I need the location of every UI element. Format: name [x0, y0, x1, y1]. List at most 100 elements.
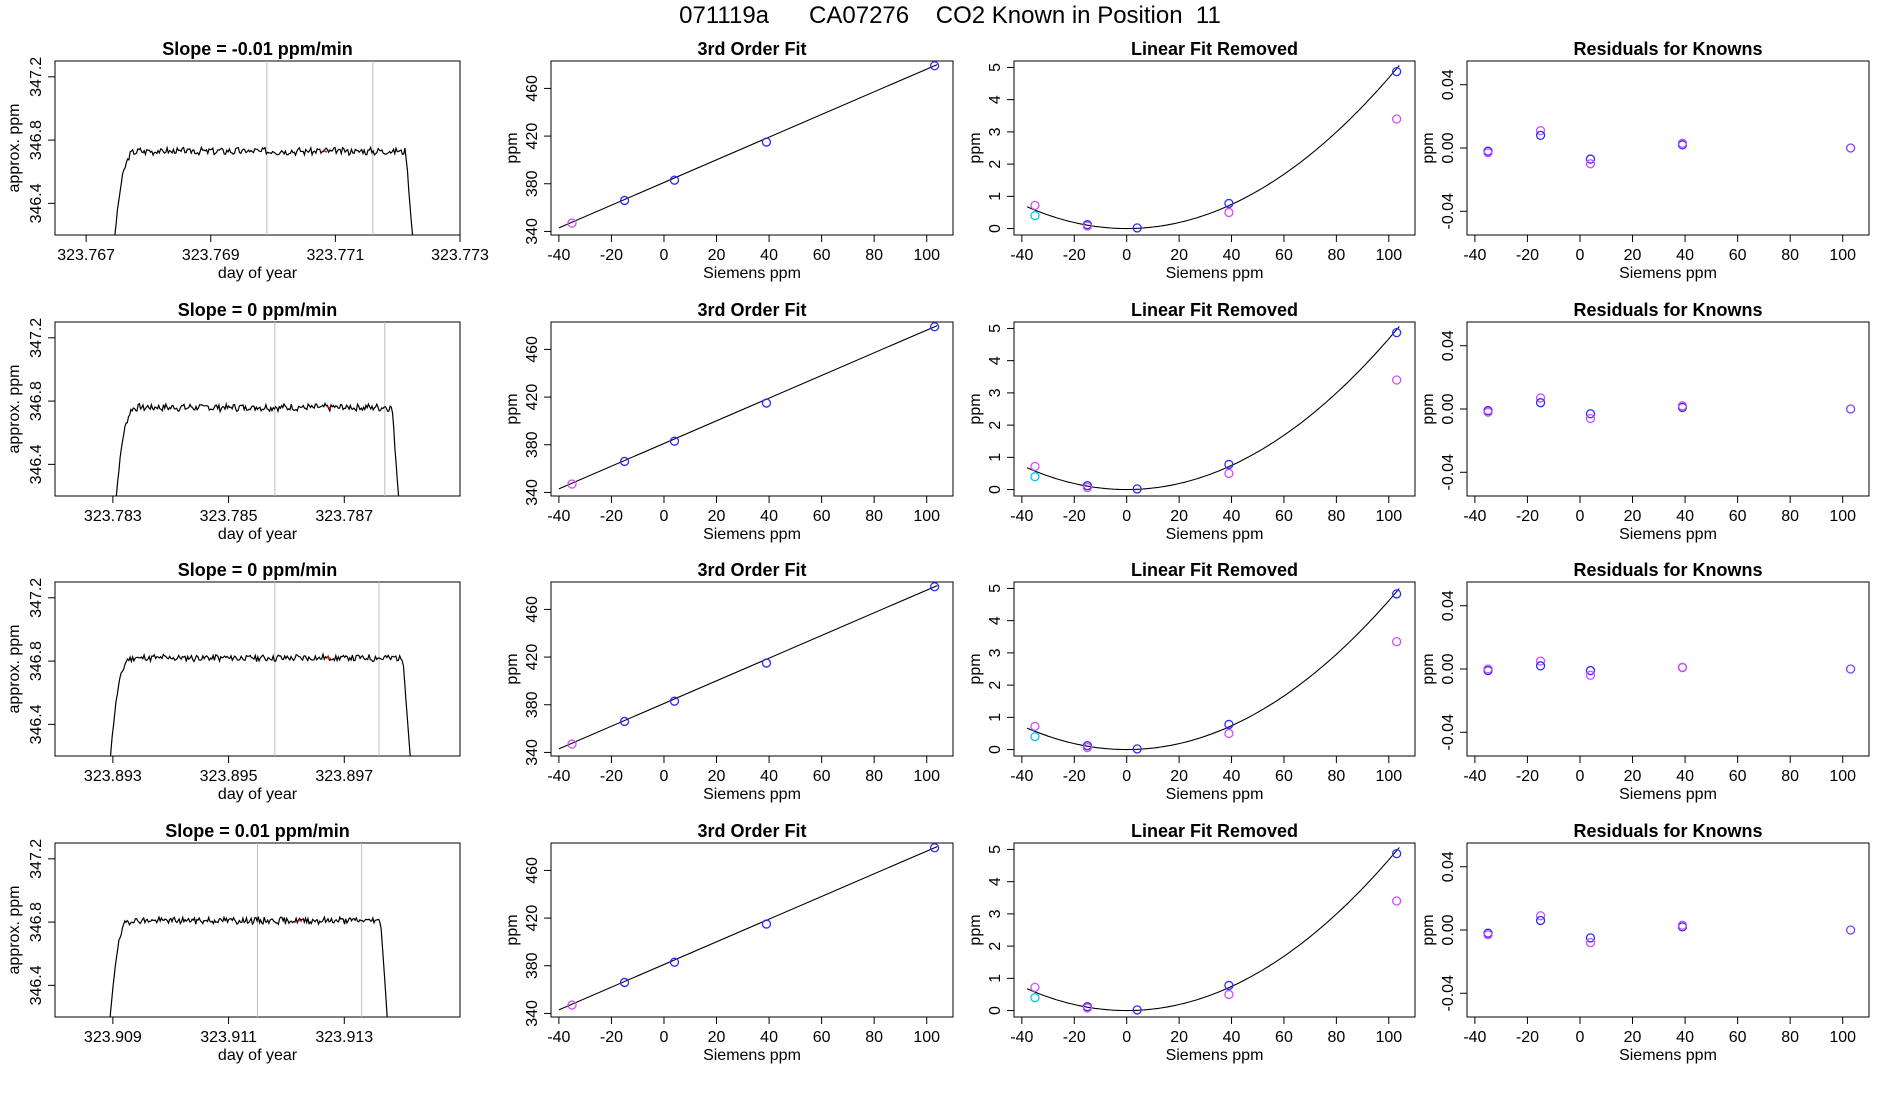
x-tick-label: 80: [1327, 247, 1345, 264]
data-point: [619, 716, 630, 727]
y-tick-label: 420: [524, 384, 541, 411]
data-point: [1392, 375, 1402, 385]
x-tick-label: 323.787: [315, 508, 373, 525]
x-tick-label: 20: [1170, 247, 1188, 264]
fit-line: [558, 325, 938, 490]
data-point: [619, 456, 630, 467]
x-tick-label: 80: [865, 1029, 883, 1046]
data-point: [1392, 327, 1402, 338]
x-axis-label: Siemens ppm: [703, 786, 801, 803]
data-point: [1392, 848, 1402, 859]
x-tick-label: 40: [1223, 508, 1241, 525]
data-point: [1392, 66, 1402, 77]
x-axis-label: Siemens ppm: [1619, 786, 1717, 803]
x-tick-label: -20: [600, 768, 623, 785]
plot-frame: [54, 321, 461, 497]
y-axis-label: ppm: [967, 653, 984, 684]
fit-curve: [1026, 65, 1400, 230]
panel-title: Linear Fit Removed: [1131, 821, 1298, 841]
y-tick-label: 0.04: [1440, 330, 1457, 361]
x-tick-label: 0: [1122, 508, 1131, 525]
data-point: [1535, 393, 1546, 403]
data-point: [1030, 993, 1040, 1003]
x-tick-label: 100: [913, 508, 940, 525]
plot-frame: [1466, 581, 1870, 757]
y-tick-label: -0.04: [1440, 714, 1457, 751]
fit-curve: [1026, 326, 1400, 491]
x-tick-label: 80: [865, 508, 883, 525]
panel-r3-c2: 3rd Order Fit -40 -20 0 20 40 60 80 100 340 380 420…: [504, 560, 954, 803]
data-point: [1224, 468, 1234, 479]
y-axis-label: ppm: [1420, 393, 1437, 424]
plot-frame: [1013, 60, 1416, 236]
data-point: [929, 582, 940, 592]
y-axis-label: ppm: [1420, 914, 1437, 945]
data-point: [1392, 114, 1402, 124]
x-tick-label: -20: [1063, 768, 1086, 785]
x-tick-label: 323.773: [431, 247, 489, 264]
data-trace: [114, 145, 414, 235]
y-tick-label: 2: [987, 160, 1004, 169]
data-point: [1483, 407, 1493, 417]
data-point: [1845, 664, 1856, 674]
y-tick-label: 420: [524, 644, 541, 671]
y-tick-label: 346.8: [28, 381, 45, 421]
y-axis-label: ppm: [504, 914, 521, 945]
x-tick-label: 80: [1327, 1029, 1345, 1046]
data-point: [929, 322, 940, 332]
panel-title: 3rd Order Fit: [697, 821, 806, 841]
x-tick-label: 40: [760, 508, 778, 525]
y-tick-label: 0.00: [1440, 653, 1457, 684]
x-tick-label: 0: [1122, 1029, 1131, 1046]
page-title: 071119a CA07276 CO2 Known in Position 11: [679, 2, 1221, 29]
x-tick-label: 0: [1122, 247, 1131, 264]
x-tick-label: 20: [1624, 508, 1642, 525]
y-tick-label: 0.00: [1440, 914, 1457, 945]
y-tick-label: 0.00: [1440, 132, 1457, 163]
data-point: [1224, 459, 1234, 470]
panel-title: Residuals for Knowns: [1573, 560, 1762, 580]
plot-frame: [54, 60, 461, 236]
x-tick-label: 323.783: [84, 508, 142, 525]
x-tick-label: -40: [547, 508, 570, 525]
x-tick-label: 100: [1829, 508, 1856, 525]
plot-frame: [1466, 842, 1870, 1018]
x-tick-label: 60: [1729, 768, 1747, 785]
fit-curve: [1026, 588, 1400, 751]
x-axis-label: day of year: [218, 526, 298, 543]
x-tick-label: 100: [913, 768, 940, 785]
red-marker: [297, 918, 303, 923]
y-tick-label: 0.04: [1440, 590, 1457, 621]
x-tick-label: 60: [1275, 508, 1293, 525]
plot-frame: [550, 321, 954, 497]
y-axis-label: approx. ppm: [6, 365, 23, 454]
data-point: [1677, 662, 1688, 673]
y-axis-label: ppm: [504, 393, 521, 424]
data-point: [1132, 484, 1142, 494]
panel-r1-c4: Residuals for Knowns -40 -20 0 20 40 60 80 100 -0…: [1420, 39, 1870, 282]
x-axis-label: Siemens ppm: [703, 526, 801, 543]
x-tick-label: -40: [1010, 1029, 1033, 1046]
x-tick-label: 100: [1375, 1029, 1402, 1046]
x-tick-label: 100: [1829, 1029, 1856, 1046]
x-tick-label: 20: [708, 508, 726, 525]
x-axis-label: day of year: [218, 786, 298, 803]
panel-r1-c2: 3rd Order Fit -40 -20 0 20 40 60 80 100 340 380 420…: [504, 39, 954, 282]
x-tick-label: 100: [1375, 768, 1402, 785]
panel-title: Linear Fit Removed: [1131, 39, 1298, 59]
x-tick-label: -20: [1516, 247, 1539, 264]
data-point: [1030, 461, 1040, 472]
y-tick-label: 3: [987, 648, 1004, 657]
y-tick-label: 2: [987, 421, 1004, 430]
x-tick-label: 0: [660, 768, 669, 785]
x-tick-label: 323.893: [84, 768, 142, 785]
panel-r4-c1: Slope = 0.01 ppm/min 323.909 323.911 323.91…: [6, 821, 461, 1064]
data-point: [1132, 744, 1142, 754]
data-point: [1082, 482, 1093, 493]
data-point: [761, 137, 772, 147]
x-axis-label: day of year: [218, 265, 298, 282]
y-tick-label: 1: [987, 974, 1004, 983]
data-point: [1224, 719, 1234, 730]
x-tick-label: 0: [660, 508, 669, 525]
x-tick-label: -40: [547, 768, 570, 785]
